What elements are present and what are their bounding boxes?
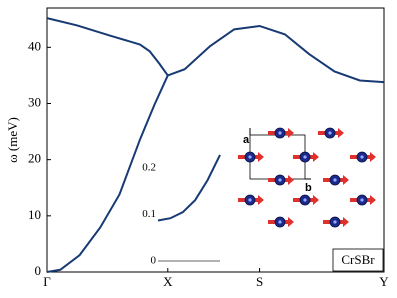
line xyxy=(157,154,221,222)
inset-y-tick-label: 0 xyxy=(151,255,157,267)
atom-highlight xyxy=(303,155,307,159)
atom-highlight xyxy=(248,155,252,159)
plot-frame xyxy=(46,7,385,273)
annotation-box xyxy=(332,248,384,272)
atom-highlight xyxy=(278,131,282,135)
y-axis-label: ω (meV) xyxy=(5,117,20,163)
inset-y-tick-label: 0.2 xyxy=(142,162,156,174)
lattice-label: b xyxy=(305,182,312,194)
y-tick-label: 30 xyxy=(28,94,41,109)
x-tick-label: X xyxy=(163,274,173,289)
x-tick-label: S xyxy=(256,274,263,289)
atom-highlight xyxy=(278,220,282,224)
atom-highlight xyxy=(360,198,364,202)
x-tick-label: Γ xyxy=(43,274,51,289)
line xyxy=(167,24,385,84)
atom-highlight xyxy=(328,131,332,135)
y-tick-label: 40 xyxy=(28,38,41,53)
y-tick-label: 10 xyxy=(28,207,41,222)
y-tick-label: 20 xyxy=(28,151,41,166)
atom-highlight xyxy=(333,220,337,224)
inset-y-tick-label: 0.1 xyxy=(142,208,156,220)
atom-highlight xyxy=(248,198,252,202)
line xyxy=(46,74,169,273)
atom-highlight xyxy=(333,178,337,182)
line xyxy=(46,17,169,76)
atom-highlight xyxy=(303,198,307,202)
crystal-structure: a b xyxy=(238,127,376,228)
lattice-label: a xyxy=(243,134,250,146)
x-tick-label: Y xyxy=(379,274,389,289)
y-tick-label: 0 xyxy=(35,263,42,278)
atom-highlight xyxy=(278,178,282,182)
annotation: CrSBr xyxy=(341,252,375,267)
atom-highlight xyxy=(360,155,364,159)
